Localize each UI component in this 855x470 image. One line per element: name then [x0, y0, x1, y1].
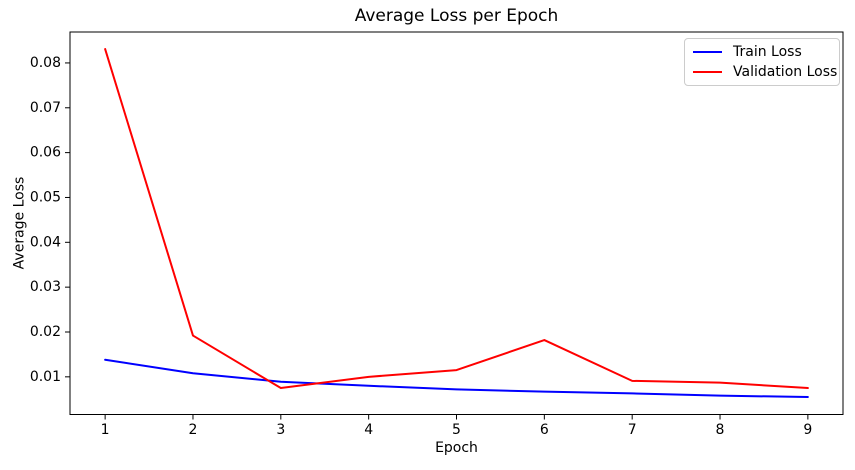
legend-label-train-loss: Train Loss: [733, 44, 802, 60]
legend-item-train-loss: Train Loss: [685, 42, 839, 62]
y-axis-label: Average Loss: [11, 176, 28, 270]
svg-text:9: 9: [803, 422, 812, 438]
svg-text:8: 8: [716, 422, 725, 438]
legend-label-validation-loss: Validation Loss: [733, 64, 838, 80]
legend: Train Loss Validation Loss: [684, 38, 840, 86]
x-axis-label: Epoch: [435, 440, 478, 456]
train-loss-line-sample-icon: [693, 51, 722, 53]
svg-text:3: 3: [276, 422, 285, 438]
chart-title: Average Loss per Epoch: [354, 6, 559, 26]
svg-text:5: 5: [452, 422, 461, 438]
svg-text:0.08: 0.08: [30, 55, 61, 71]
svg-text:2: 2: [189, 422, 198, 438]
svg-text:6: 6: [540, 422, 549, 438]
svg-text:4: 4: [364, 422, 373, 438]
svg-text:0.06: 0.06: [30, 145, 61, 161]
svg-text:0.04: 0.04: [30, 234, 61, 250]
svg-text:0.02: 0.02: [30, 324, 61, 340]
svg-text:0.03: 0.03: [30, 279, 61, 295]
svg-text:0.01: 0.01: [30, 369, 61, 385]
svg-text:0.07: 0.07: [30, 100, 61, 116]
svg-text:0.05: 0.05: [30, 189, 61, 205]
legend-item-validation-loss: Validation Loss: [685, 62, 839, 82]
svg-text:7: 7: [628, 422, 637, 438]
svg-text:1: 1: [101, 422, 110, 438]
validation-loss-line-sample-icon: [693, 71, 722, 73]
